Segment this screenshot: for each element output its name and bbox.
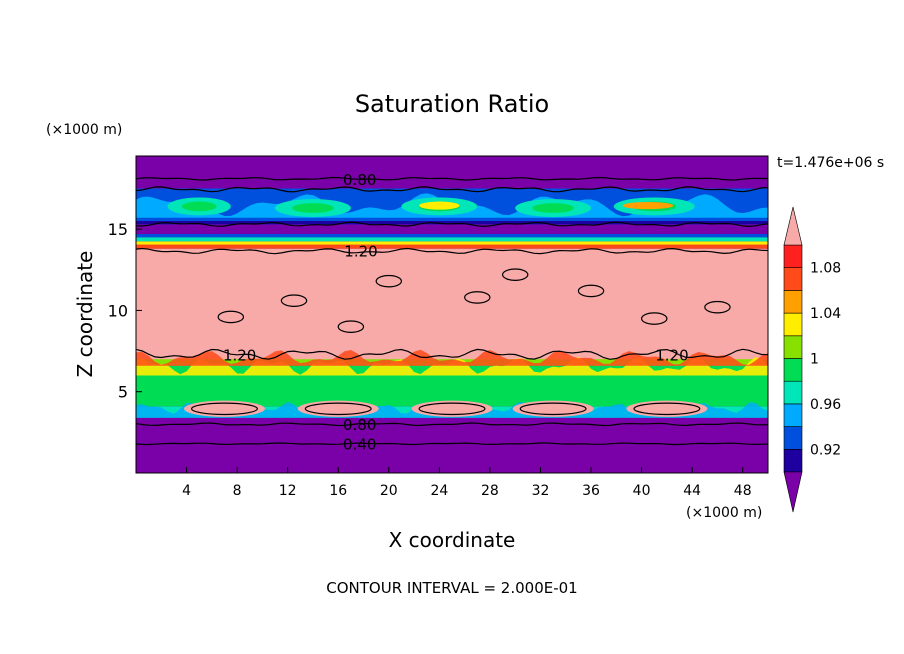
plot-field xyxy=(136,156,768,473)
contour-ring-7 xyxy=(640,312,668,325)
field-band-upper-red xyxy=(136,244,768,249)
colorbar-segment-8 xyxy=(783,290,803,314)
colorbar-tick-label-2: 0.96 xyxy=(810,397,841,413)
contour-blob-outline-5 xyxy=(633,402,701,416)
contour-blob-outline-2 xyxy=(304,402,372,416)
colorbar-upper-arrow xyxy=(783,206,803,246)
contour-ring-6 xyxy=(577,284,605,298)
contour-interval-label: CONTOUR INTERVAL = 2.000E-01 xyxy=(326,579,577,597)
x-unit-label: (×1000 m) xyxy=(686,505,762,521)
x-tick-label-32: 32 xyxy=(532,483,550,499)
colorbar-segment-9 xyxy=(783,267,803,291)
contour-ring-5 xyxy=(464,291,491,304)
contour-label-4: 1.20 xyxy=(655,346,688,364)
x-tick-label-36: 36 xyxy=(582,483,600,499)
contour-cirrus-base xyxy=(136,221,768,228)
contour-label-3: 1.20 xyxy=(223,346,256,364)
contour-label-5: 0.80 xyxy=(343,416,376,434)
contour-ring-1 xyxy=(217,310,245,324)
y-unit-label: (×1000 m) xyxy=(46,122,122,138)
contour-ring-4 xyxy=(375,274,403,288)
y-tick-label-15: 15 xyxy=(108,220,128,239)
x-tick-label-40: 40 xyxy=(633,483,651,499)
colorbar-tick-label-4: 1.04 xyxy=(810,306,841,322)
contour-ring-8 xyxy=(704,300,731,314)
contour-cirrus-top xyxy=(136,186,768,193)
contour-0.80-bottom xyxy=(136,422,768,427)
contour-1.20-upper xyxy=(136,247,768,255)
field-band-mid-dry xyxy=(136,224,768,235)
colorbar-tick-label-5: 1.08 xyxy=(810,261,841,277)
colorbar-lower-arrow xyxy=(783,471,803,513)
contour-ring-9 xyxy=(501,268,529,281)
colorbar-segment-4 xyxy=(783,380,803,405)
x-tick-label-44: 44 xyxy=(683,483,701,499)
colorbar-segment-5 xyxy=(783,358,803,382)
field-cirrus-core-1 xyxy=(181,201,217,212)
contour-ring-3 xyxy=(337,320,365,333)
time-label: t=1.476e+06 s xyxy=(777,155,884,171)
colorbar: 0.92 0.96 1 1.04 1.08 xyxy=(783,206,841,513)
chart-title: Saturation Ratio xyxy=(355,90,549,118)
colorbar-segment-6 xyxy=(783,335,803,359)
y-axis-label: Z coordinate xyxy=(73,251,97,378)
field-band-cirrus-base xyxy=(136,221,768,225)
colorbar-segment-1 xyxy=(783,448,803,473)
x-tick-label-28: 28 xyxy=(481,483,499,499)
contour-0.80-top xyxy=(136,176,768,181)
field-lower-yellow-edge xyxy=(136,356,768,376)
field-band-upper-blue xyxy=(136,234,768,238)
contour-1.20-lower xyxy=(136,348,768,360)
contour-label-2: 1.20 xyxy=(344,242,377,260)
contour-label-1: 0.80 xyxy=(343,171,376,189)
contour-blob-outline-1 xyxy=(191,402,258,416)
contour-label-6: 0.40 xyxy=(343,436,376,454)
field-cirrus-core-2 xyxy=(292,203,334,213)
field-cirrus-peak-1 xyxy=(419,201,460,210)
colorbar-tick-label-3: 1 xyxy=(810,352,819,368)
field-cirrus-peak-2 xyxy=(622,202,674,210)
x-tick-label-8: 8 xyxy=(233,483,242,499)
x-tick-label-4: 4 xyxy=(182,483,191,499)
colorbar-segment-3 xyxy=(783,403,803,427)
y-tick-label-10: 10 xyxy=(108,301,128,320)
y-tick-label-5: 5 xyxy=(118,383,128,402)
x-tick-label-16: 16 xyxy=(329,483,347,499)
colorbar-segment-7 xyxy=(783,312,803,337)
x-tick-label-12: 12 xyxy=(279,483,297,499)
x-tick-label-24: 24 xyxy=(430,483,448,499)
x-tick-label-20: 20 xyxy=(380,483,398,499)
contour-0.40 xyxy=(136,442,768,446)
field-band-supersaturated xyxy=(136,248,768,360)
contour-blob-outline-4 xyxy=(519,402,587,416)
field-cirrus-core-4 xyxy=(532,203,574,213)
colorbar-segment-2 xyxy=(783,426,803,450)
colorbar-tick-label-1: 0.92 xyxy=(810,442,841,458)
plot-frame xyxy=(135,155,769,474)
field-lower-blue-edge xyxy=(136,401,768,418)
contour-ring-2 xyxy=(280,294,308,307)
x-axis-label: X coordinate xyxy=(389,528,516,552)
field-lower-red-edge xyxy=(136,349,768,366)
x-tick-label-48: 48 xyxy=(734,483,752,499)
colorbar-segment-10 xyxy=(783,244,803,269)
field-band-upper-cyan xyxy=(136,237,768,242)
field-band-upper-yellow xyxy=(136,241,768,245)
contour-blob-outline-3 xyxy=(418,402,486,416)
